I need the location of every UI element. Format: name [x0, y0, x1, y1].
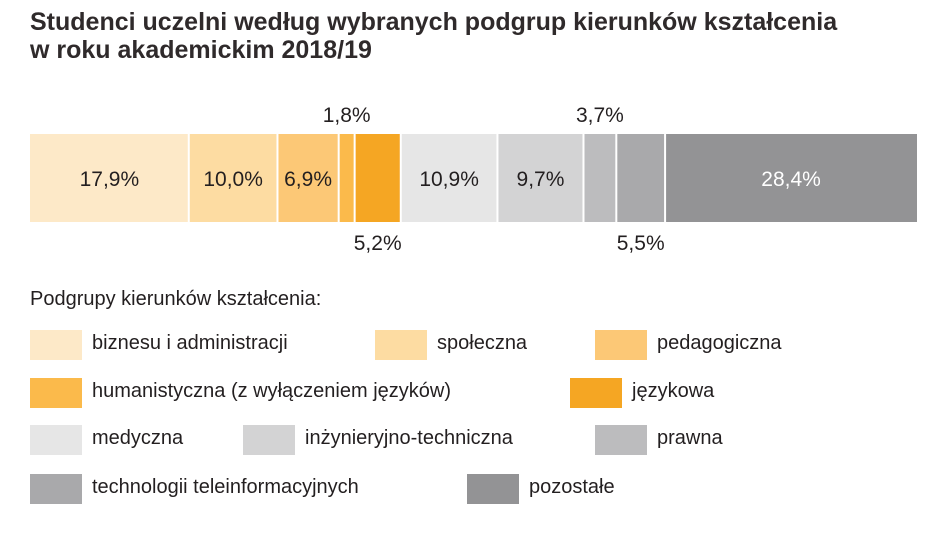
legend-swatch [243, 425, 295, 455]
legend-swatch [595, 330, 647, 360]
legend-swatch [467, 474, 519, 504]
bar-segment-5 [400, 134, 498, 222]
legend-label: medyczna [92, 427, 184, 449]
legend-label: językowa [632, 380, 715, 402]
data-label-2: 6,9% [284, 168, 332, 191]
legend-swatch [30, 378, 82, 408]
legend-label: biznesu i administracji [92, 332, 288, 354]
data-label-1: 10,0% [203, 168, 263, 191]
data-label-0: 17,9% [80, 168, 140, 191]
chart-title-line-1: Studenci uczelni według wybranych podgru… [30, 8, 838, 36]
legend-swatch [30, 474, 82, 504]
bar-segment-0 [30, 134, 189, 222]
bar-segment-8 [616, 134, 666, 222]
legend-label: technologii teleinformacyjnych [92, 476, 359, 498]
legend-swatch [375, 330, 427, 360]
bar-segment-1 [188, 134, 278, 222]
data-label-5: 10,9% [419, 168, 479, 191]
legend-swatch [30, 425, 82, 455]
legend-label: humanistyczna (z wyłączeniem języków) [92, 380, 452, 402]
legend-label: społeczna [437, 332, 528, 354]
chart-title-line-2: w roku akademickim 2018/19 [30, 36, 372, 64]
data-label-7: 3,7% [576, 104, 624, 127]
data-label-4: 5,2% [354, 232, 402, 255]
data-label-9: 28,4% [761, 168, 821, 191]
legend-swatch [570, 378, 622, 408]
legend-label: prawna [657, 427, 723, 449]
legend-label: pozostałe [529, 476, 615, 498]
bar-segment-6 [497, 134, 584, 222]
bar-segment-7 [583, 134, 617, 222]
bar-segment-2 [277, 134, 339, 222]
data-label-6: 9,7% [517, 168, 565, 191]
legend-swatch [595, 425, 647, 455]
legend-label: inżynieryjno-techniczna [305, 427, 513, 449]
chart-title: Studenci uczelni według wybranych podgru… [30, 8, 930, 64]
legend-swatch [30, 330, 82, 360]
data-label-8: 5,5% [617, 232, 665, 255]
data-label-3: 1,8% [323, 104, 371, 127]
bar-segment-4 [354, 134, 401, 222]
bar-segment-9 [665, 134, 917, 222]
legend-title: Podgrupy kierunków kształcenia: [30, 288, 322, 310]
bar-segment-3 [338, 134, 355, 222]
legend-label: pedagogiczna [657, 332, 782, 354]
